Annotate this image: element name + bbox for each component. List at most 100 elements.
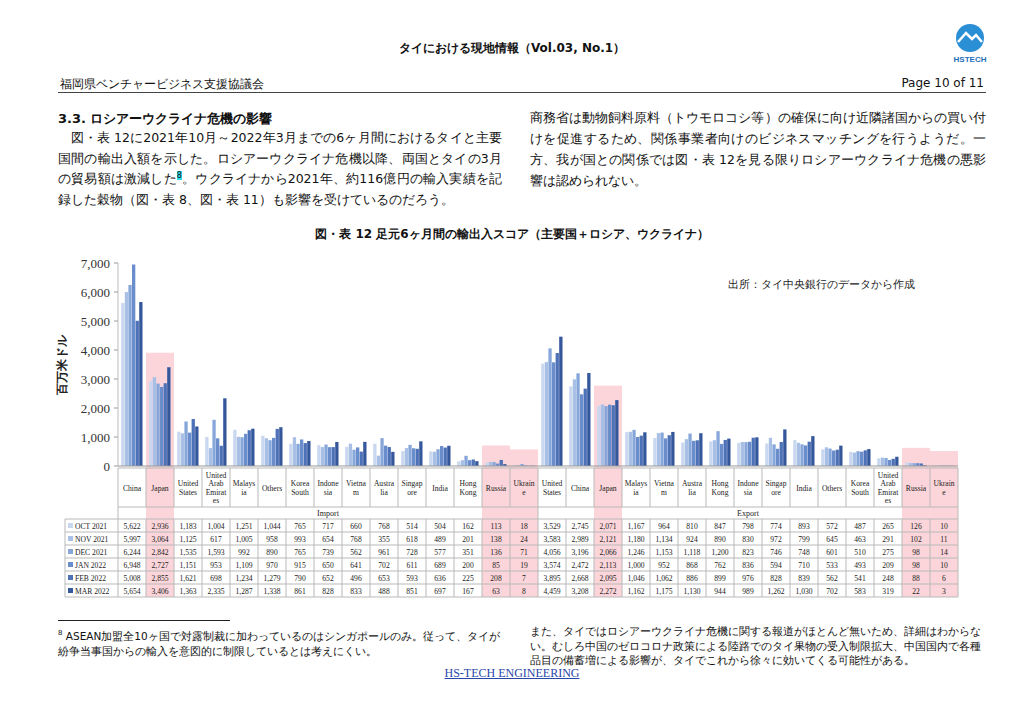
bar (699, 433, 702, 466)
category-label: Russia (906, 484, 927, 493)
data-label: 645 (826, 535, 838, 544)
bar (752, 438, 755, 466)
data-label: 1,279 (263, 574, 280, 583)
bar (220, 446, 223, 466)
section-heading: 3.3. ロシアーウクライナ危機の影響 (58, 110, 273, 128)
label-line: sia (324, 488, 333, 497)
bar (559, 337, 562, 466)
bar (849, 452, 852, 466)
data-label: 208 (490, 574, 502, 583)
label-line: South (291, 488, 309, 497)
data-label: 839 (798, 574, 810, 583)
data-label: 836 (742, 561, 754, 570)
bar (556, 353, 559, 466)
data-label: 601 (826, 548, 838, 557)
data-label: 355 (378, 535, 390, 544)
label-line: India (796, 484, 812, 493)
label-line: Japan (151, 484, 168, 493)
bar (419, 441, 422, 466)
bar (457, 461, 460, 466)
footer-text: HS-TECH ENGINEERING (445, 666, 580, 680)
data-label: 2,855 (151, 574, 168, 583)
tick-mark (114, 408, 118, 409)
data-label: 618 (406, 535, 418, 544)
bar (156, 384, 159, 466)
data-label: 2,071 (599, 522, 616, 531)
category-label: Malaysia (625, 479, 647, 497)
bar (839, 446, 842, 466)
data-label: 765 (294, 522, 306, 531)
data-label: 617 (210, 535, 222, 544)
data-label: 487 (854, 522, 866, 531)
bar (653, 438, 656, 466)
header-title: タイにおける現地情報（Vol.03, No.1） (0, 40, 1024, 57)
bar (205, 437, 208, 466)
data-label: 944 (714, 587, 726, 596)
data-label: 1,234 (235, 574, 252, 583)
data-label: 1,287 (235, 587, 252, 596)
data-label: 2,335 (207, 587, 224, 596)
data-label: 1,167 (627, 522, 644, 531)
table-line (426, 468, 427, 507)
bar (881, 458, 884, 466)
bar (825, 447, 828, 466)
category-label: Singapore (765, 479, 786, 497)
table-line (65, 597, 958, 598)
data-label: 5,008 (123, 574, 140, 583)
tick-mark (114, 263, 118, 264)
label-line: es (213, 496, 219, 505)
category-label: Singapore (401, 479, 422, 497)
bar (289, 444, 292, 466)
bar (177, 432, 180, 466)
data-label: 3,196 (571, 548, 588, 557)
bar (391, 452, 394, 466)
table-line (790, 468, 791, 507)
data-label: 1,118 (684, 548, 701, 557)
table-line (286, 468, 287, 507)
table-line (622, 468, 623, 507)
bar (300, 439, 303, 466)
category-label: KoreaSouth (291, 479, 310, 497)
label-line: Others (262, 484, 282, 493)
label-line: sia (744, 488, 753, 497)
page-graphics: HSTECH01,0002,0003,0004,0005,0006,0007,0… (0, 0, 1024, 724)
bar (716, 431, 719, 466)
data-label: 7 (522, 574, 526, 583)
label-line: ia (241, 488, 247, 497)
data-label: 861 (294, 587, 306, 596)
bar (167, 367, 170, 466)
tick-mark (114, 437, 118, 438)
data-label: 1,030 (795, 587, 812, 596)
category-label: Others (822, 484, 842, 493)
data-label: 915 (294, 561, 306, 570)
data-label: 768 (350, 535, 362, 544)
table-line (510, 468, 511, 507)
data-label: 162 (462, 522, 474, 531)
organization: 福岡県ベンチャービジネス支援協議会 (60, 76, 264, 93)
bar (356, 447, 359, 466)
data-label: 113 (490, 522, 501, 531)
bar (121, 303, 124, 466)
data-label: 463 (854, 535, 866, 544)
data-label: 702 (826, 587, 838, 596)
bar (552, 362, 555, 466)
data-label: 697 (434, 587, 446, 596)
data-label: 10 (940, 561, 948, 570)
tick-label: 1,000 (81, 430, 110, 445)
bar (772, 444, 775, 466)
data-label: 562 (826, 574, 838, 583)
legend-swatch (68, 575, 73, 580)
data-label: 1,134 (655, 535, 672, 544)
data-label: 22 (912, 587, 920, 596)
bar (324, 445, 327, 466)
table-line (118, 468, 958, 469)
data-table: ChinaJapanUnitedStatesUnitedArabEmirates… (65, 468, 958, 597)
bar (709, 441, 712, 466)
category-label: UnitedArabEmirates (206, 471, 228, 506)
bar (601, 404, 604, 466)
bar (744, 442, 747, 466)
bar (793, 440, 796, 466)
data-label: 594 (770, 561, 782, 570)
label-line: ore (771, 488, 781, 497)
bar (584, 389, 587, 466)
